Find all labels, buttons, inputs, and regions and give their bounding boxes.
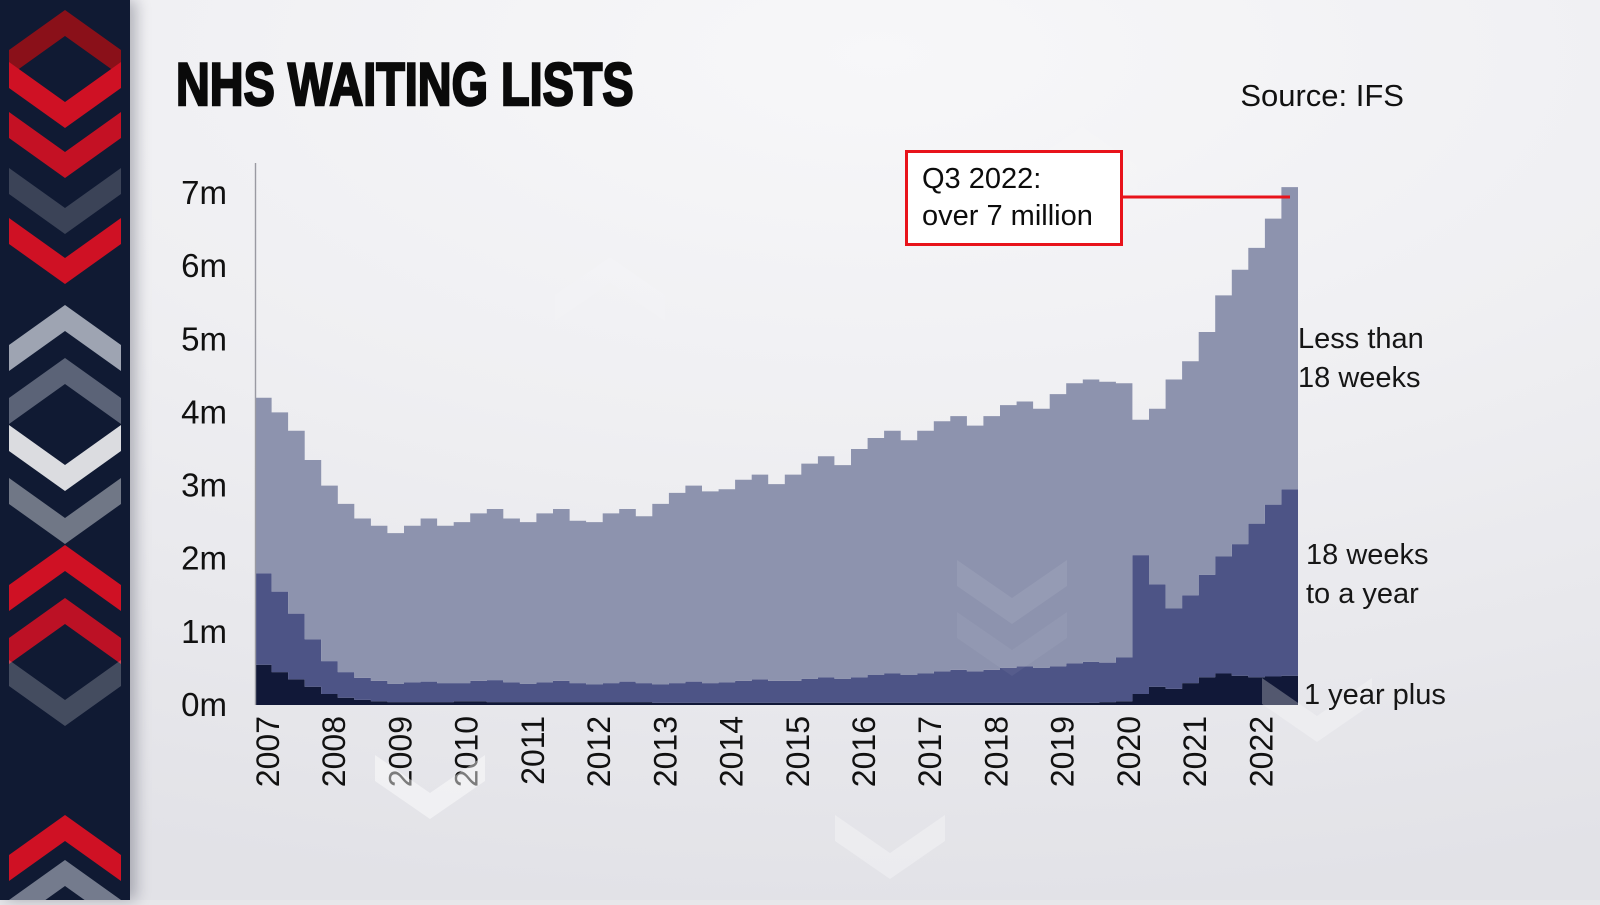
y-tick-label: 4m: [181, 393, 227, 430]
annotation-line-2: over 7 million: [922, 200, 1093, 232]
chart-svg: 0m 1m 2m 3m 4m 5m 6m 7m 2007 2008 2009 2010 2011 2012…: [181, 163, 1298, 787]
x-tick-label: 2017: [912, 716, 948, 787]
x-tick-label: 2009: [382, 716, 418, 787]
series-label-less-than-18-weeks: Less than 18 weeks: [1298, 323, 1424, 394]
x-tick-label: 2021: [1177, 716, 1213, 787]
x-tick-label: 2008: [316, 716, 352, 787]
series-label-18-weeks-to-a-year: 18 weeks to a year: [1306, 539, 1429, 610]
x-tick-label: 2015: [780, 716, 816, 787]
main-content: NHS WAITING LISTS Source: IFS 0m 1m 2m 3m 4m…: [130, 0, 1600, 900]
y-tick-label: 6m: [181, 247, 227, 284]
x-tick-label: 2007: [250, 716, 286, 787]
annotation-line-1: Q3 2022:: [922, 163, 1042, 195]
x-tick-label: 2020: [1111, 716, 1147, 787]
y-tick-label: 2m: [181, 540, 227, 577]
series-area-18-weeks-to-a-year: [255, 489, 1298, 703]
x-tick-label: 2013: [647, 716, 683, 787]
sidebar-chevron-pattern: [9, 10, 121, 905]
x-tick-label: 2019: [1045, 716, 1081, 787]
y-tick-label: 7m: [181, 174, 227, 211]
y-tick-label: 0m: [181, 686, 227, 723]
series-area-less-than-18-weeks: [255, 187, 1298, 685]
page-title: NHS WAITING LISTS: [175, 50, 634, 119]
series-label-1-year-plus: 1 year plus: [1304, 679, 1446, 711]
x-tick-label: 2012: [581, 716, 617, 787]
sidebar: [0, 0, 130, 905]
x-tick-label: 2010: [449, 716, 485, 787]
source-label: Source: IFS: [1240, 78, 1404, 113]
x-tick-label: 2022: [1243, 716, 1279, 787]
y-tick-label: 5m: [181, 320, 227, 357]
y-tick-label: 3m: [181, 467, 227, 504]
x-tick-label: 2018: [978, 716, 1014, 787]
x-tick-label: 2016: [846, 716, 882, 787]
annotation-callout: Q3 2022: over 7 million: [905, 150, 1123, 246]
y-tick-label: 1m: [181, 613, 227, 650]
chart: 0m 1m 2m 3m 4m 5m 6m 7m 2007 2008 2009 2010 2011 2012…: [130, 0, 1600, 900]
x-tick-label: 2011: [515, 716, 551, 785]
x-tick-label: 2014: [714, 716, 750, 787]
series-area-1-year-plus: [255, 664, 1298, 705]
